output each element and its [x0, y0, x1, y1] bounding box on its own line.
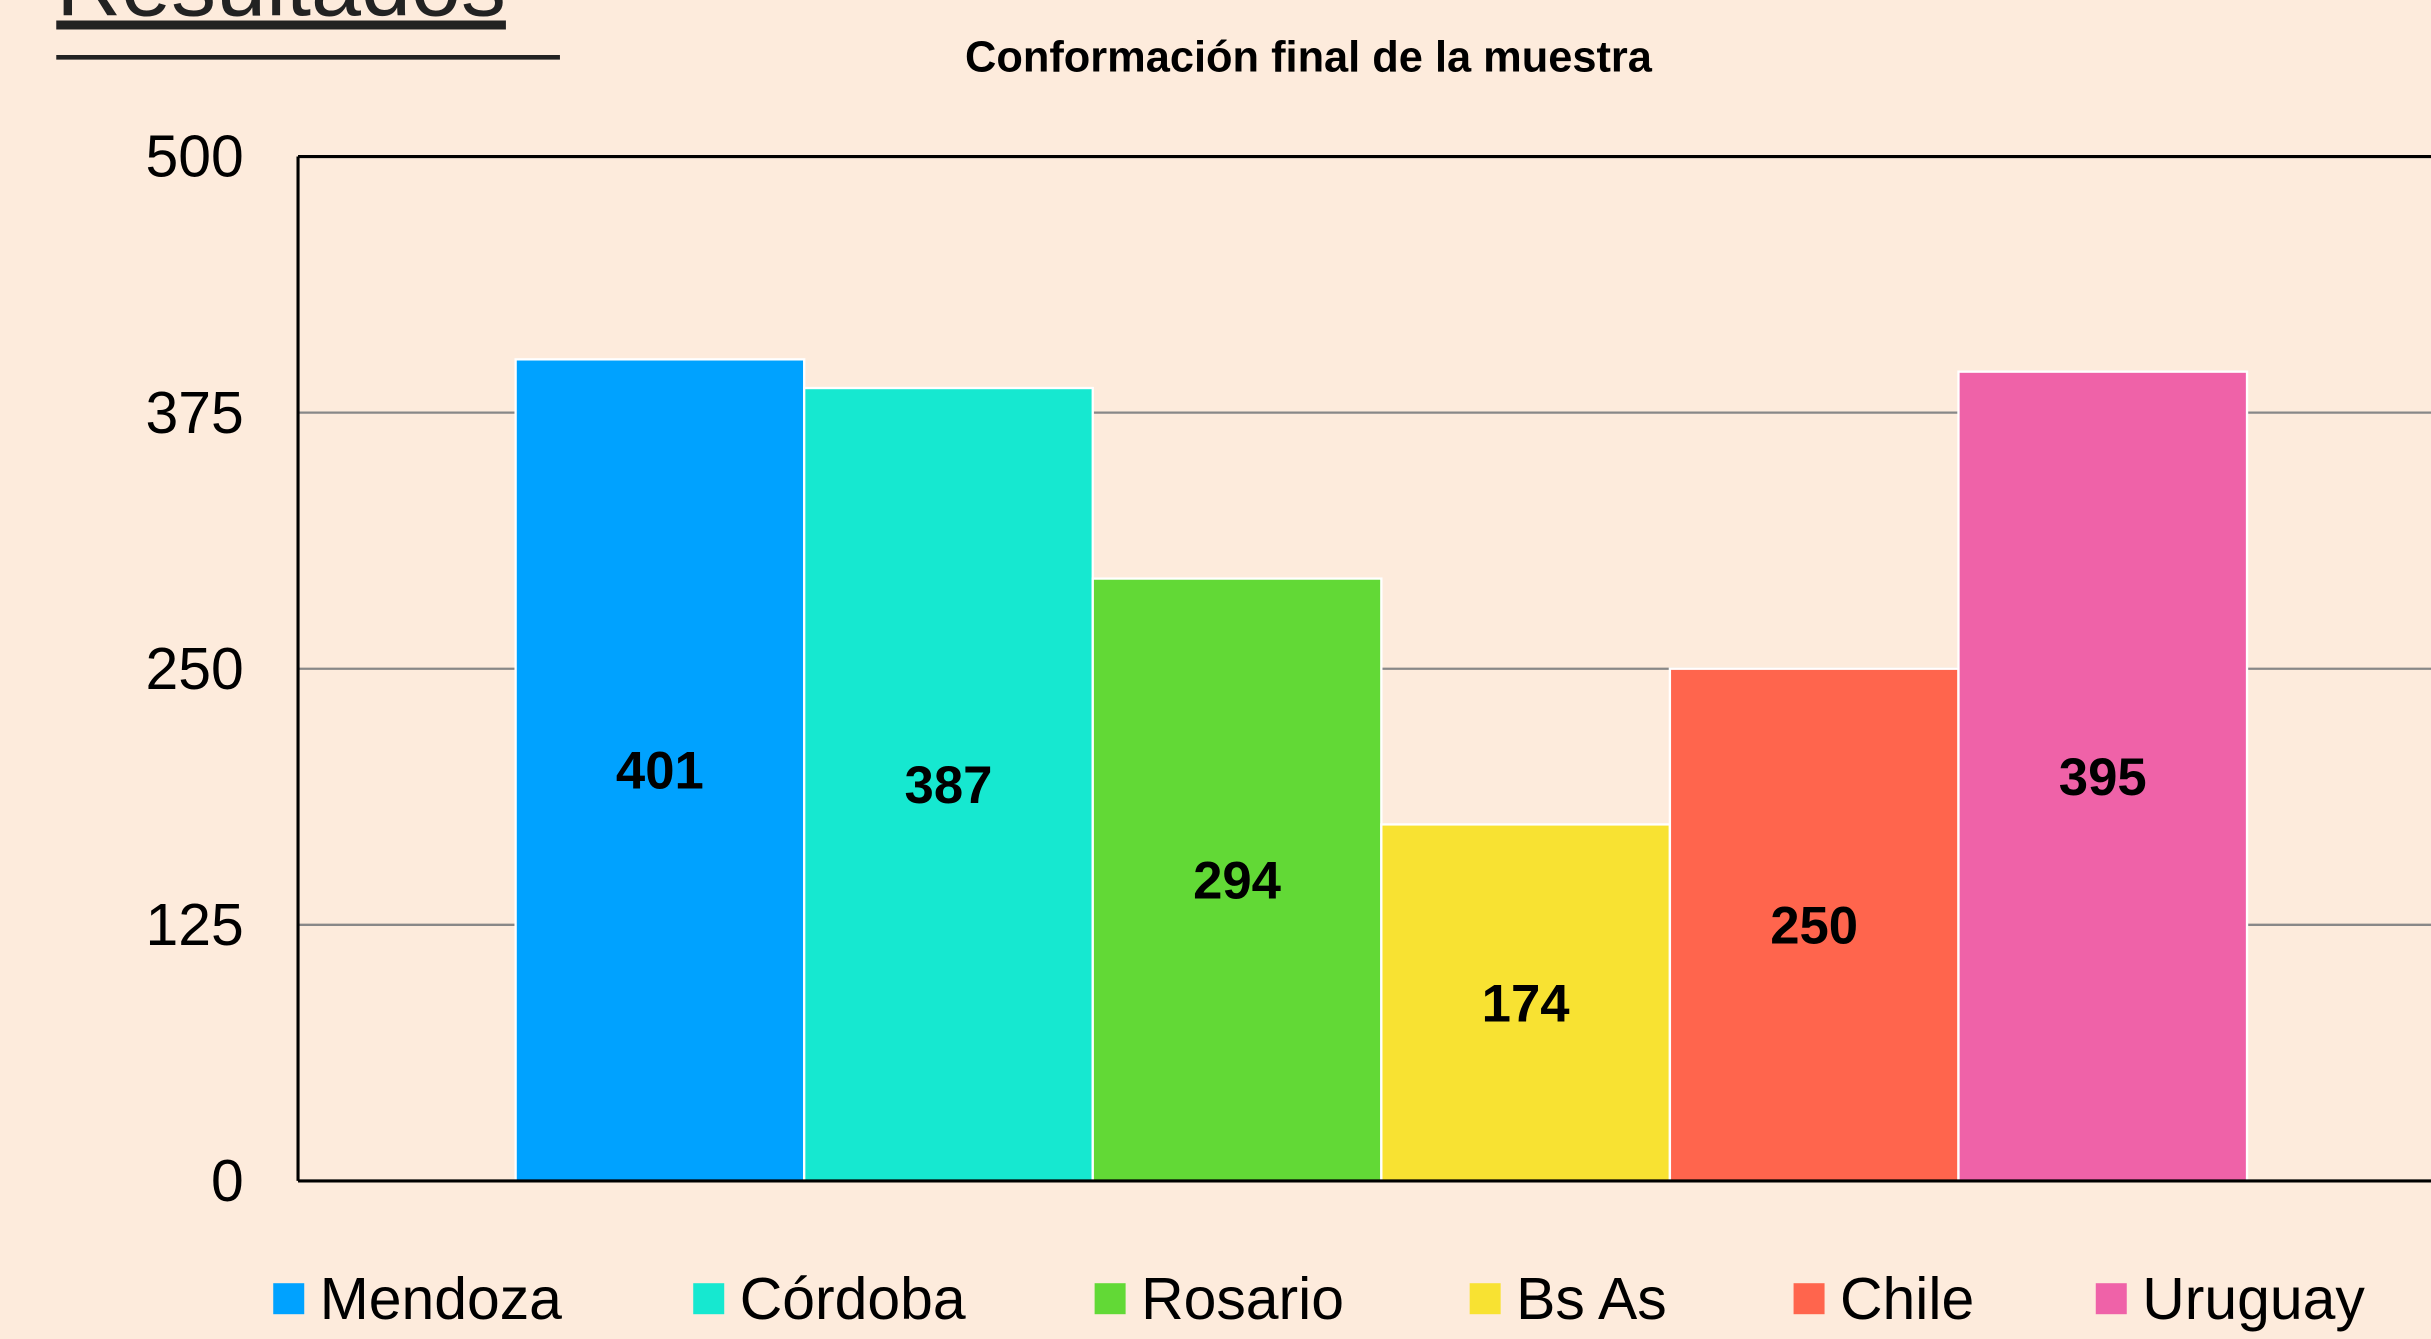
legend-swatch [273, 1283, 305, 1315]
bar [1957, 370, 2249, 1183]
legend-swatch [2095, 1283, 2127, 1315]
bar [803, 386, 1094, 1183]
legend-label: Córdoba [740, 1267, 966, 1332]
legend-swatch [693, 1283, 725, 1315]
data-label: 294 [1193, 851, 1282, 910]
y-tick-label: 250 [146, 637, 244, 702]
legend-swatch [1094, 1283, 1126, 1315]
legend-label: Rosario [1141, 1267, 1344, 1332]
heading: Resultados [56, 0, 506, 35]
y-tick-label: 375 [146, 381, 244, 446]
legend-swatch [1793, 1283, 1825, 1315]
y-tick-label: 125 [146, 893, 244, 958]
y-tick-label: 0 [211, 1149, 244, 1214]
data-label: 395 [2059, 748, 2147, 807]
legend-label: Uruguay [2142, 1267, 2365, 1332]
data-label: 387 [905, 756, 993, 815]
legend-label: Chile [1840, 1267, 1974, 1332]
data-label: 250 [1770, 896, 1858, 955]
data-label: 401 [616, 742, 704, 801]
chart-title: Conformación final de la muestra [965, 33, 1653, 81]
legend-swatch [1469, 1283, 1501, 1315]
legend-label: Mendoza [320, 1267, 562, 1332]
y-tick-label: 500 [146, 125, 244, 190]
legend-label: Bs As [1516, 1267, 1667, 1332]
data-label: 174 [1482, 974, 1571, 1033]
